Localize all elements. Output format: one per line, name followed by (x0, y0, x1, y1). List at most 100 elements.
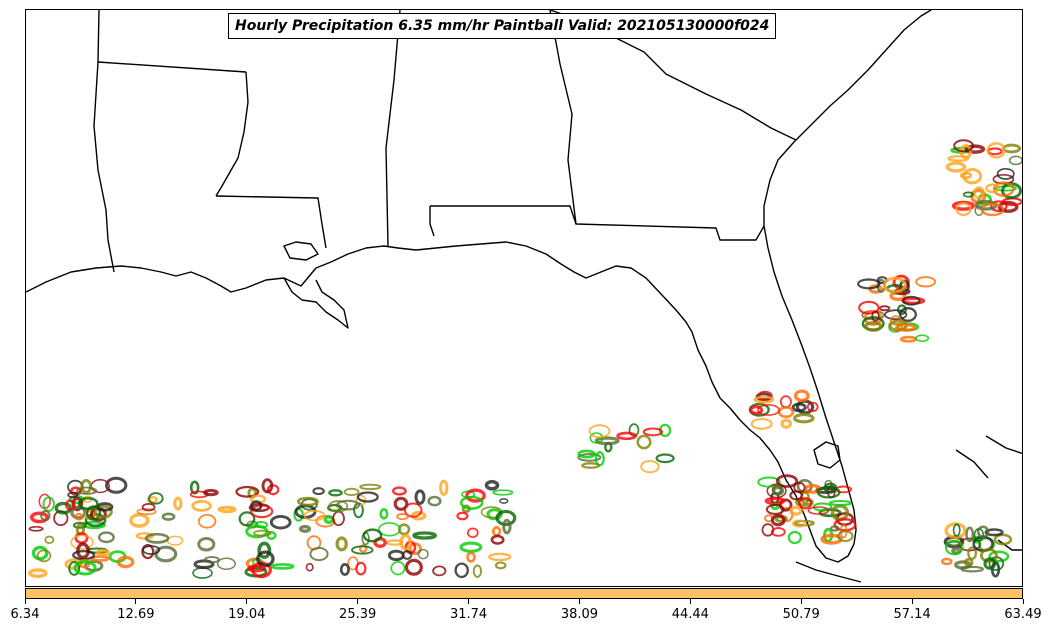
precip-contour (985, 183, 1000, 194)
precip-contour (70, 534, 94, 550)
precip-contour (403, 502, 423, 518)
precip-contour (749, 405, 764, 415)
mississippi-alabama-border (385, 10, 401, 247)
precip-contour (837, 530, 854, 543)
precip-contour (491, 525, 502, 537)
precip-contour (54, 501, 72, 515)
precip-contour (628, 423, 640, 437)
precip-contour (472, 564, 483, 578)
precip-contour (959, 171, 973, 180)
colorbar (25, 588, 1023, 599)
precip-contour (412, 531, 437, 540)
precip-contour (577, 449, 596, 459)
texas-louisiana-border (93, 10, 115, 273)
precip-contour (31, 545, 49, 561)
precip-contour (74, 512, 84, 521)
precip-contour (269, 514, 292, 530)
colorbar-tick-label: 44.44 (671, 607, 709, 622)
precip-contour (996, 167, 1015, 180)
precip-contour (298, 524, 312, 533)
precip-contour (305, 562, 314, 572)
precip-contour (173, 496, 183, 511)
precip-contour (971, 535, 982, 544)
precip-contour (466, 527, 479, 539)
colorbar-tick (911, 599, 913, 604)
precipitation-contours (28, 139, 1022, 579)
precip-contour (884, 309, 908, 321)
precip-contour (992, 181, 1015, 197)
precip-contour (616, 431, 637, 441)
precip-contour (393, 496, 409, 511)
precip-contour (494, 561, 507, 570)
colorbar-tick (468, 599, 470, 604)
precip-contour (816, 485, 841, 499)
precip-contour (962, 168, 983, 185)
precip-contour (798, 497, 813, 510)
precip-contour (488, 552, 512, 562)
precip-contour (332, 510, 345, 526)
map-canvas (26, 10, 1022, 583)
precip-contour (161, 512, 176, 521)
precip-contour (965, 526, 975, 543)
precip-contour (757, 390, 773, 402)
precip-contour (235, 485, 260, 498)
alabama-florida-border (429, 205, 765, 241)
colorbar-tick-label: 25.39 (339, 607, 377, 622)
precip-contour (217, 505, 237, 514)
precip-contour (216, 557, 236, 570)
precip-contour (257, 541, 272, 559)
precip-contour (432, 565, 447, 577)
mississippi-river-border (215, 71, 249, 197)
precip-contour (247, 564, 267, 573)
precip-contour (96, 502, 114, 512)
colorbar-tick-label: 31.74 (449, 607, 488, 622)
precip-contour (829, 525, 840, 532)
precip-contour (993, 533, 1013, 546)
colorbar-tick-label: 19.04 (228, 607, 266, 622)
colorbar-tick-label: 57.14 (893, 607, 931, 622)
colorbar-tick (246, 599, 248, 604)
precip-contour (484, 479, 500, 491)
precip-contour (1000, 182, 1022, 200)
precip-contour (29, 511, 49, 524)
precip-contour (68, 561, 81, 576)
precip-contour (863, 309, 883, 326)
precip-contour (915, 334, 930, 343)
precip-contour (502, 518, 512, 535)
precip-contour (396, 513, 409, 521)
precip-contour (72, 521, 87, 529)
precip-contour (193, 559, 215, 570)
precip-contour (36, 549, 52, 563)
precip-contour (1008, 155, 1022, 166)
precip-contour (789, 490, 803, 501)
precip-contour (588, 424, 611, 439)
precip-contour (67, 491, 78, 499)
precip-contour (116, 555, 135, 569)
precip-contour (594, 436, 620, 446)
precip-contour (581, 462, 601, 469)
colorbar-tick (689, 599, 691, 604)
precip-contour (492, 489, 514, 496)
precip-contour (64, 499, 76, 511)
precip-contour (328, 500, 349, 513)
precip-contour (953, 139, 974, 153)
precip-contour (807, 506, 830, 515)
gulf-coastline (26, 241, 855, 563)
precip-contour (28, 568, 48, 578)
precip-contour (915, 276, 937, 288)
precip-contour (793, 413, 815, 424)
precip-contour (336, 499, 361, 511)
precip-contour (466, 551, 476, 563)
precip-contour (439, 479, 449, 496)
precip-contour (335, 536, 348, 552)
precip-contour (296, 496, 319, 507)
precip-contour (328, 489, 343, 497)
precip-contour (77, 496, 99, 511)
precip-contour (1002, 143, 1022, 154)
precip-contour (141, 503, 156, 512)
precip-contour (379, 507, 389, 520)
precip-contour (427, 495, 442, 507)
precip-contour (256, 550, 275, 568)
precip-contour (990, 200, 1008, 213)
precip-contour (864, 320, 883, 332)
